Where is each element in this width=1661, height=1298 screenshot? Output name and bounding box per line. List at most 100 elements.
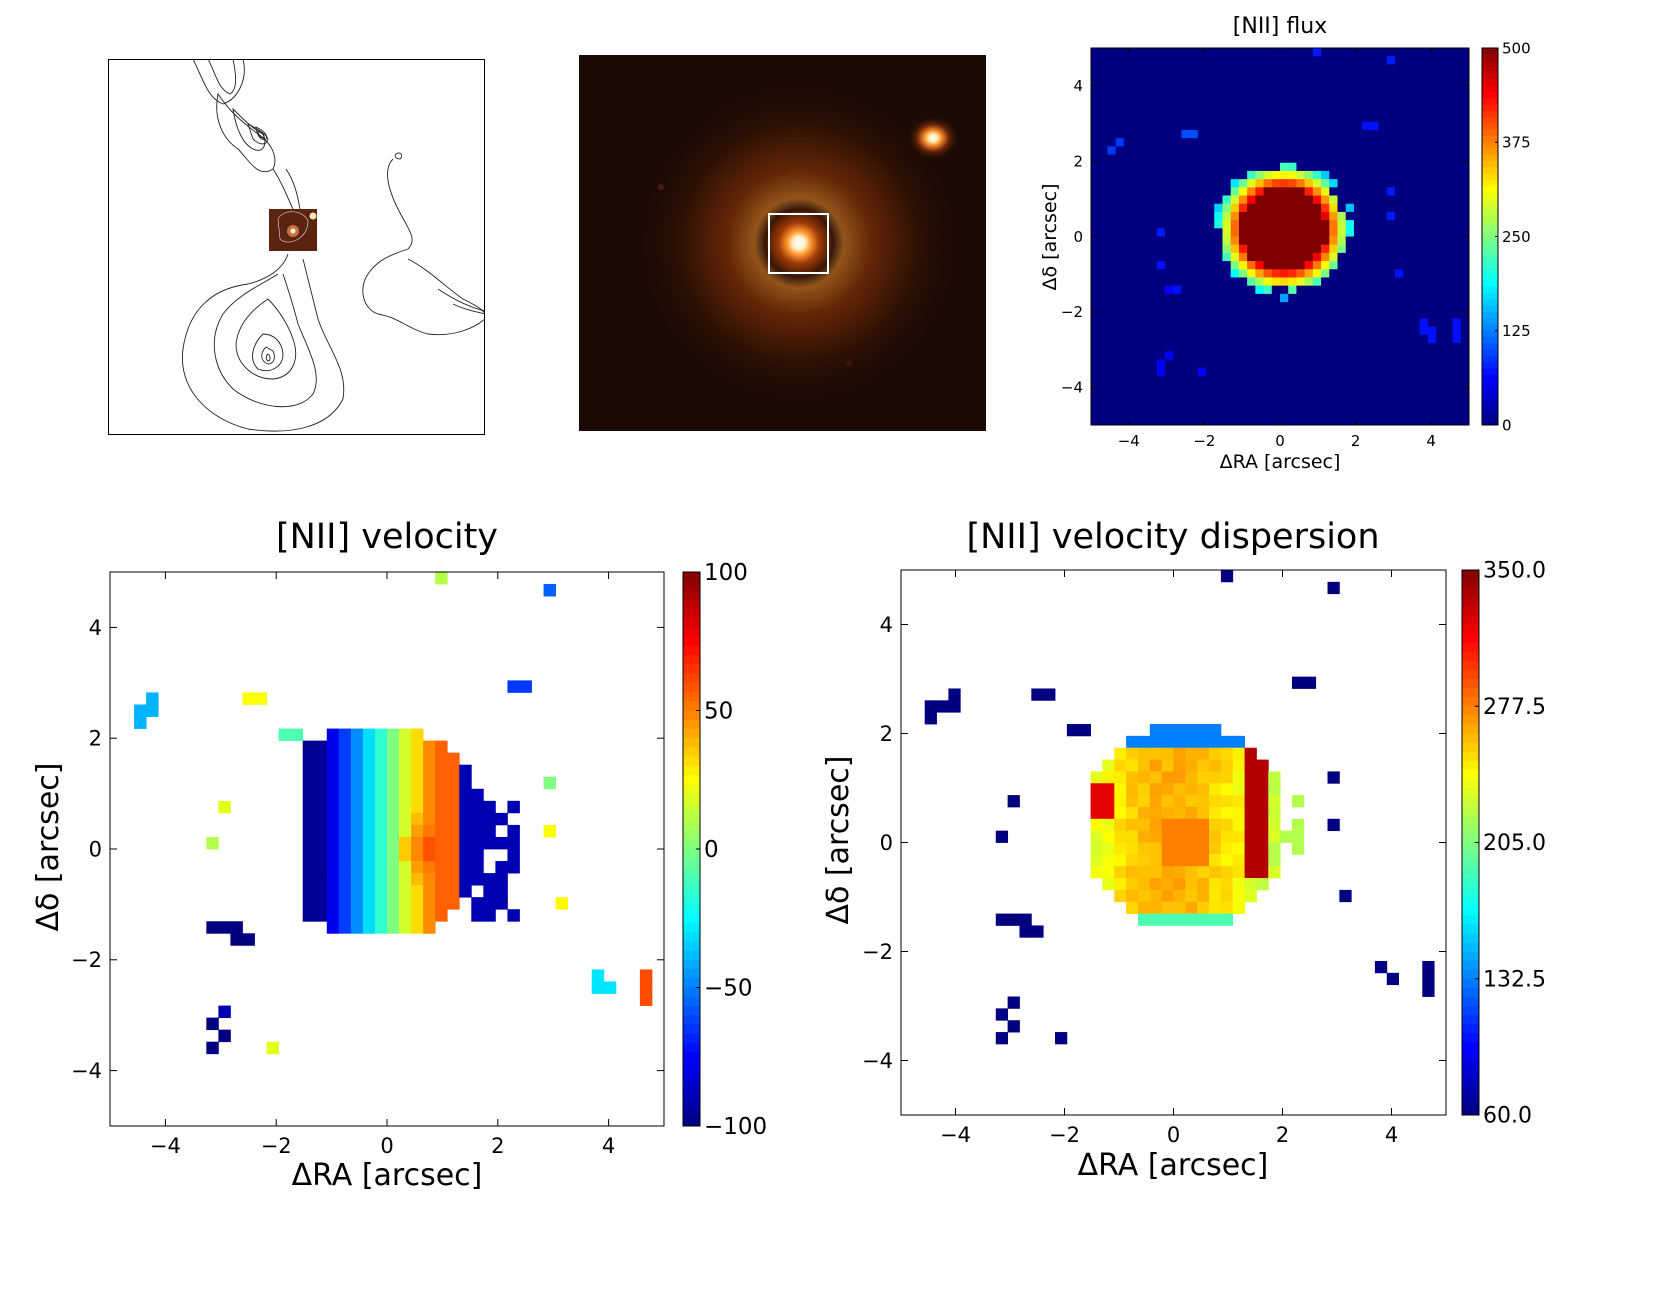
colorbar-segment [683, 1061, 700, 1072]
heatmap-cell [1214, 318, 1223, 328]
heatmap-cell [1238, 138, 1248, 147]
heatmap-cell [1345, 261, 1355, 270]
heatmap-cell [1329, 269, 1338, 278]
heatmap-cell [1148, 138, 1158, 147]
heatmap-cell [1452, 285, 1462, 295]
heatmap-cell [1206, 261, 1215, 270]
heatmap-cell [1091, 367, 1100, 377]
colorbar-segment [1462, 1069, 1479, 1080]
heatmap-cell [1403, 220, 1412, 229]
heatmap-cell [1321, 72, 1330, 82]
heatmap-cell [1403, 367, 1412, 377]
heatmap-cell [1280, 105, 1289, 114]
heatmap-cell [1206, 129, 1215, 139]
heatmap-cell [1329, 170, 1338, 180]
heatmap-cell [1197, 367, 1207, 377]
heatmap-cell [483, 800, 496, 814]
heatmap-cell [1411, 129, 1421, 139]
heatmap-cell [1329, 384, 1338, 393]
heatmap-cell [1337, 203, 1347, 213]
heatmap-cell [1148, 293, 1158, 303]
heatmap-cell [1255, 277, 1264, 287]
heatmap-cell [423, 776, 436, 790]
y-tick-label: 2 [1073, 152, 1083, 170]
heatmap-cell [1238, 113, 1248, 123]
heatmap-cell [1206, 392, 1215, 401]
heatmap-cell [326, 824, 340, 838]
heatmap-cell [1271, 392, 1281, 401]
heatmap-cell [1436, 416, 1445, 426]
heatmap-cell [1214, 228, 1223, 237]
heatmap-cell [1173, 56, 1182, 65]
heatmap-cell [1403, 416, 1412, 426]
heatmap-cell [1419, 146, 1429, 155]
heatmap-cell [1436, 97, 1445, 106]
heatmap-cell [1436, 400, 1445, 410]
heatmap-cell [1337, 400, 1347, 410]
heatmap-cell [1268, 818, 1281, 832]
heatmap-cell [1444, 72, 1453, 82]
heatmap-cell [1395, 408, 1404, 418]
heatmap-cell [1362, 187, 1371, 196]
heatmap-cell [1209, 818, 1222, 832]
heatmap-cell [1220, 570, 1234, 583]
heatmap-cell [1132, 384, 1141, 393]
heatmap-cell [1140, 375, 1149, 385]
nii-dispersion-panel: [NII] velocity dispersion −4 −2 0 2 4420−2−4… [821, 517, 1546, 1183]
heatmap-cell [1411, 293, 1421, 303]
heatmap-cell [1099, 293, 1108, 303]
heatmap-cell [1386, 334, 1396, 344]
colorbar-segment [1482, 362, 1498, 369]
heatmap-cell [1185, 901, 1198, 914]
heatmap-cell [374, 740, 388, 754]
heatmap-cell [1419, 129, 1429, 139]
heatmap-cell [1123, 351, 1133, 360]
heatmap-cell [314, 812, 328, 826]
heatmap-cell [374, 921, 388, 934]
heatmap-cell [1271, 48, 1281, 57]
colorbar-segment [683, 941, 700, 952]
heatmap-cell [1427, 48, 1437, 57]
heatmap-cell [411, 752, 424, 766]
heatmap-cell [1271, 146, 1281, 155]
heatmap-cell [1232, 771, 1245, 784]
heatmap-cell [1214, 187, 1223, 196]
heatmap-cell [1123, 179, 1133, 188]
heatmap-cell [1288, 367, 1297, 377]
heatmap-cell [1255, 48, 1264, 57]
heatmap-cell [1345, 326, 1355, 336]
heatmap-cell [1255, 64, 1264, 73]
heatmap-cell [1107, 359, 1117, 369]
heatmap-cell [1268, 771, 1281, 784]
heatmap-cell [1230, 80, 1240, 90]
heatmap-cell [1345, 392, 1355, 401]
y-tick-label: 2 [89, 727, 102, 751]
heatmap-cell [1288, 392, 1297, 401]
heatmap-cell [1378, 269, 1388, 278]
heatmap-cell [1386, 351, 1396, 360]
heatmap-cell [1291, 676, 1305, 689]
heatmap-cell [1321, 334, 1330, 344]
heatmap-cell [1255, 408, 1264, 418]
heatmap-cell [1230, 285, 1240, 295]
heatmap-cell [1164, 72, 1174, 82]
heatmap-cell [302, 764, 316, 778]
heatmap-cell [1321, 154, 1330, 164]
heatmap-cell [1156, 162, 1166, 172]
heatmap-cell [1460, 269, 1470, 278]
heatmap-cell [1395, 105, 1404, 114]
colorbar-segment [1462, 842, 1479, 853]
heatmap-cell [1304, 105, 1314, 114]
heatmap-cell [1149, 783, 1163, 796]
heatmap-cell [1232, 795, 1245, 808]
heatmap-cell [1452, 310, 1462, 319]
heatmap-cell [948, 688, 961, 701]
heatmap-cell [1436, 195, 1445, 205]
heatmap-cell [1395, 203, 1404, 213]
heatmap-cell [1329, 146, 1338, 155]
heatmap-cell [387, 921, 400, 934]
heatmap-cell [1140, 367, 1149, 377]
heatmap-cell [995, 1008, 1009, 1021]
heatmap-cell [1156, 113, 1166, 123]
heatmap-cell [1164, 359, 1174, 369]
